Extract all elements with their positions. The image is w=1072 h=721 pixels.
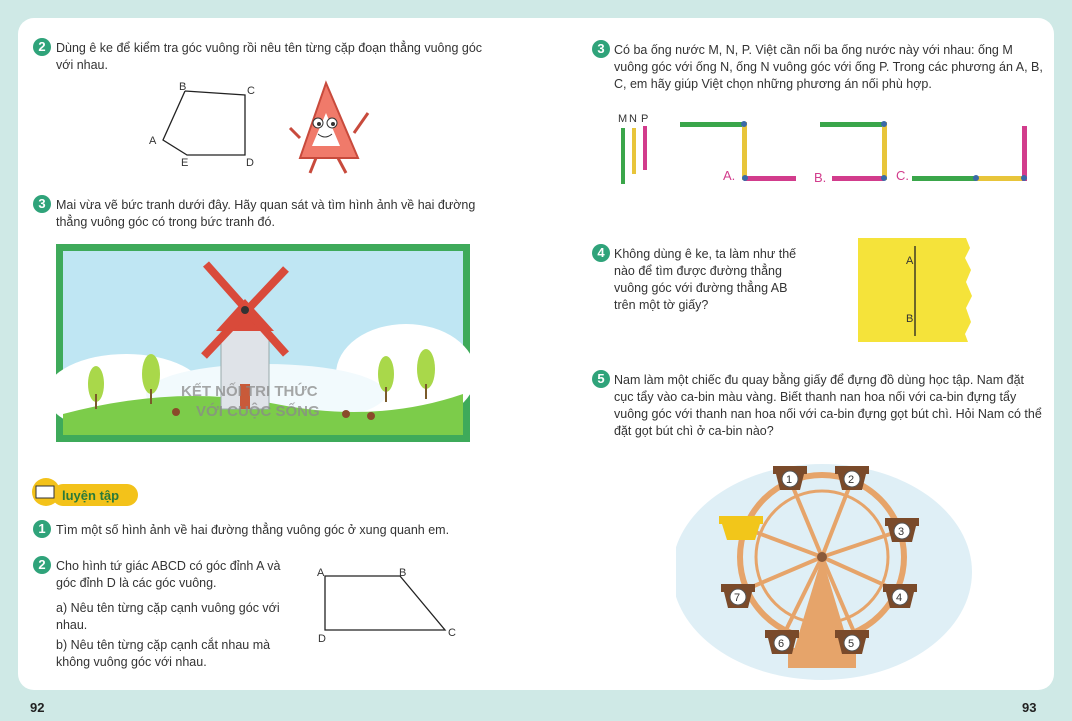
svg-text:B.: B. bbox=[814, 170, 826, 185]
pipe-options: M N P A. B. C. bbox=[618, 113, 1027, 185]
svg-text:C.: C. bbox=[896, 168, 909, 183]
svg-text:3: 3 bbox=[898, 526, 904, 538]
svg-text:A: A bbox=[906, 255, 914, 267]
practice-1-text: Tìm một số hình ảnh về hai đường thẳng v… bbox=[56, 523, 450, 537]
svg-text:N: N bbox=[629, 113, 637, 125]
svg-text:6: 6 bbox=[778, 638, 784, 650]
svg-text:7: 7 bbox=[734, 592, 740, 604]
practice-2-text: Cho hình tứ giác ABCD có góc đỉnh A và g… bbox=[56, 559, 281, 590]
practice-1-number: 1 bbox=[33, 520, 51, 538]
set-square-mascot bbox=[288, 80, 370, 174]
yellow-paper: A B bbox=[858, 238, 972, 342]
pentagon-figure: B C A E D bbox=[149, 81, 255, 169]
svg-text:1: 1 bbox=[786, 474, 792, 486]
svg-text:M: M bbox=[618, 113, 627, 125]
svg-text:P: P bbox=[641, 113, 648, 125]
svg-text:C: C bbox=[247, 85, 255, 97]
exercise-5-text: Nam làm một chiếc đu quay bằng giấy để đ… bbox=[614, 373, 1042, 438]
exercise-3-right-text: Có ba ống nước M, N, P. Việt cần nối ba … bbox=[614, 43, 1043, 91]
exercise-3-text: Mai vừa vẽ bức tranh dưới đây. Hãy quan … bbox=[56, 198, 476, 229]
svg-text:A: A bbox=[317, 567, 325, 579]
svg-text:A: A bbox=[149, 135, 157, 147]
luyen-tap-badge: luyện tập bbox=[28, 470, 140, 514]
svg-text:VỚI CUỘC SỐNG: VỚI CUỘC SỐNG bbox=[196, 402, 320, 420]
exercise-3-number: 3 bbox=[33, 195, 51, 213]
svg-text:A.: A. bbox=[723, 168, 735, 183]
exercise-5-number: 5 bbox=[592, 370, 610, 388]
svg-text:C: C bbox=[448, 627, 456, 639]
svg-text:E: E bbox=[181, 157, 188, 169]
svg-text:B: B bbox=[399, 567, 406, 579]
svg-text:D: D bbox=[246, 157, 254, 169]
svg-text:luyện tập: luyện tập bbox=[62, 488, 119, 503]
svg-text:B: B bbox=[906, 313, 913, 325]
svg-text:D: D bbox=[318, 633, 326, 645]
svg-text:4: 4 bbox=[896, 592, 902, 604]
practice-2-number: 2 bbox=[33, 556, 51, 574]
svg-text:5: 5 bbox=[848, 638, 854, 650]
ferris-wheel: 1 2 3 4 5 6 7 bbox=[676, 464, 972, 680]
trapezoid-abcd: A B D C bbox=[317, 567, 456, 645]
svg-text:2: 2 bbox=[848, 474, 854, 486]
windmill-picture: KẾT NỐI TRI THỨC VỚI CUỘC SỐNG bbox=[56, 244, 470, 442]
practice-2-part-b: b) Nêu tên từng cặp cạnh cắt nhau mà khô… bbox=[56, 638, 271, 669]
exercise-2-number: 2 bbox=[33, 38, 51, 56]
page-number-left: 92 bbox=[30, 700, 45, 715]
svg-text:KẾT NỐI TRI THỨC: KẾT NỐI TRI THỨC bbox=[181, 382, 318, 400]
exercise-4-number: 4 bbox=[592, 244, 610, 262]
exercise-4-text: Không dùng ê ke, ta làm như thế nào để t… bbox=[614, 247, 797, 312]
practice-2-part-a: a) Nêu tên từng cặp cạnh vuông góc với n… bbox=[56, 601, 280, 632]
page-number-right: 93 bbox=[1022, 700, 1037, 715]
exercise-2-text: Dùng ê ke để kiểm tra góc vuông rồi nêu … bbox=[56, 41, 483, 72]
svg-text:B: B bbox=[179, 81, 186, 93]
exercise-3-right-number: 3 bbox=[592, 40, 610, 58]
